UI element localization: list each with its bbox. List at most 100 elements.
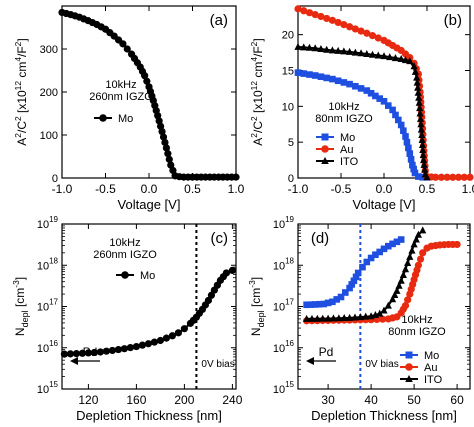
legend-marker [405, 375, 413, 382]
legend-label: ITO [424, 374, 443, 386]
data-point [386, 53, 394, 61]
data-point [408, 246, 416, 254]
data-point [102, 347, 110, 355]
y-tick-label: 10 [282, 101, 294, 113]
data-point [395, 281, 403, 289]
x-tick-label: -1.0 [52, 182, 73, 196]
data-point [329, 298, 336, 306]
data-point [180, 325, 188, 333]
y-tick-label: 1015 [273, 380, 295, 396]
data-point [410, 62, 418, 70]
data-point [378, 315, 387, 323]
data-point [120, 345, 128, 353]
data-point [334, 77, 342, 85]
data-point [294, 69, 302, 76]
annotation-line: 80nm IGZO [315, 113, 373, 125]
data-point [391, 291, 399, 299]
legend: Mo [94, 113, 133, 125]
data-point [60, 350, 68, 358]
data-point [320, 300, 328, 308]
legend-label: Mo [140, 270, 155, 282]
data-point [420, 160, 428, 168]
data-point [415, 98, 423, 106]
data-point [400, 127, 407, 134]
data-point [162, 144, 170, 152]
panel-c: 120 160 200 240 1015 1016 1017 1018 1019 Depletio… [11, 215, 243, 423]
legend-label: Au [424, 362, 437, 374]
data-point [414, 230, 422, 238]
data-point [138, 341, 146, 349]
y-tick-label: 1016 [273, 339, 295, 355]
pd-label: Pd [319, 345, 334, 359]
y-tick-label: 1019 [273, 215, 295, 231]
data-point [359, 263, 366, 271]
data-point [328, 46, 336, 54]
data-point [346, 284, 353, 292]
data-point [156, 336, 164, 345]
data-point [410, 240, 418, 248]
y-tick-label: 5 [288, 137, 294, 149]
data-point [144, 340, 152, 348]
data-point [300, 43, 308, 51]
data-point [346, 47, 354, 55]
data-point [367, 254, 375, 262]
data-point [335, 314, 343, 322]
data-point [437, 173, 445, 181]
data-point [168, 332, 176, 340]
data-point [329, 314, 338, 322]
data-point [313, 314, 321, 322]
data-point [401, 265, 410, 273]
legend-marker [121, 271, 129, 279]
data-point [143, 77, 151, 85]
data-point [362, 312, 370, 320]
panel-b: -1.0 -0.5 0.0 0.5 1.0 0 5 10 15 20 Voltage [V] A2/C… [249, 5, 474, 212]
data-point [66, 350, 74, 358]
data-point [414, 88, 422, 96]
data-point [150, 338, 158, 346]
panel-label: (a) [210, 12, 228, 29]
data-point [389, 295, 397, 303]
data-point [403, 138, 411, 146]
data-point [340, 47, 348, 55]
data-point [319, 314, 327, 322]
data-point [409, 161, 416, 169]
data-point [395, 116, 402, 124]
data-point [419, 156, 428, 164]
data-point [449, 173, 457, 181]
data-point [308, 314, 316, 322]
series-ito [303, 226, 427, 322]
data-point [132, 342, 140, 351]
x-tick-label: 120 [78, 393, 98, 407]
data-point [404, 259, 412, 267]
data-point [363, 29, 371, 37]
data-point [380, 245, 388, 253]
data-point [419, 151, 427, 159]
data-point [401, 56, 410, 64]
data-point [316, 300, 323, 308]
data-point [72, 350, 80, 358]
legend-label: Au [340, 144, 353, 156]
data-point [303, 314, 311, 322]
series-mo [58, 8, 240, 181]
data-point [340, 314, 348, 322]
x-axis-label: Depletion Thickness [nm] [76, 408, 222, 423]
y-tick-label: 1018 [37, 256, 59, 272]
data-point [317, 73, 325, 81]
data-point [416, 104, 424, 112]
zero-bias-label: 0V bias [365, 359, 398, 370]
data-point [393, 238, 401, 246]
data-point [351, 313, 359, 321]
data-point [324, 314, 332, 322]
data-point [350, 277, 358, 285]
legend-marker [321, 133, 329, 141]
data-point [374, 51, 382, 59]
data-point [317, 45, 325, 52]
x-tick-label: 1.0 [462, 182, 474, 196]
legend-label: Mo [340, 132, 355, 144]
data-point [346, 80, 353, 88]
data-point [119, 40, 127, 48]
data-point [389, 106, 396, 114]
x-axis-label: Depletion Thickness [nm] [311, 408, 457, 423]
x-tick-label: 30 [321, 393, 335, 407]
